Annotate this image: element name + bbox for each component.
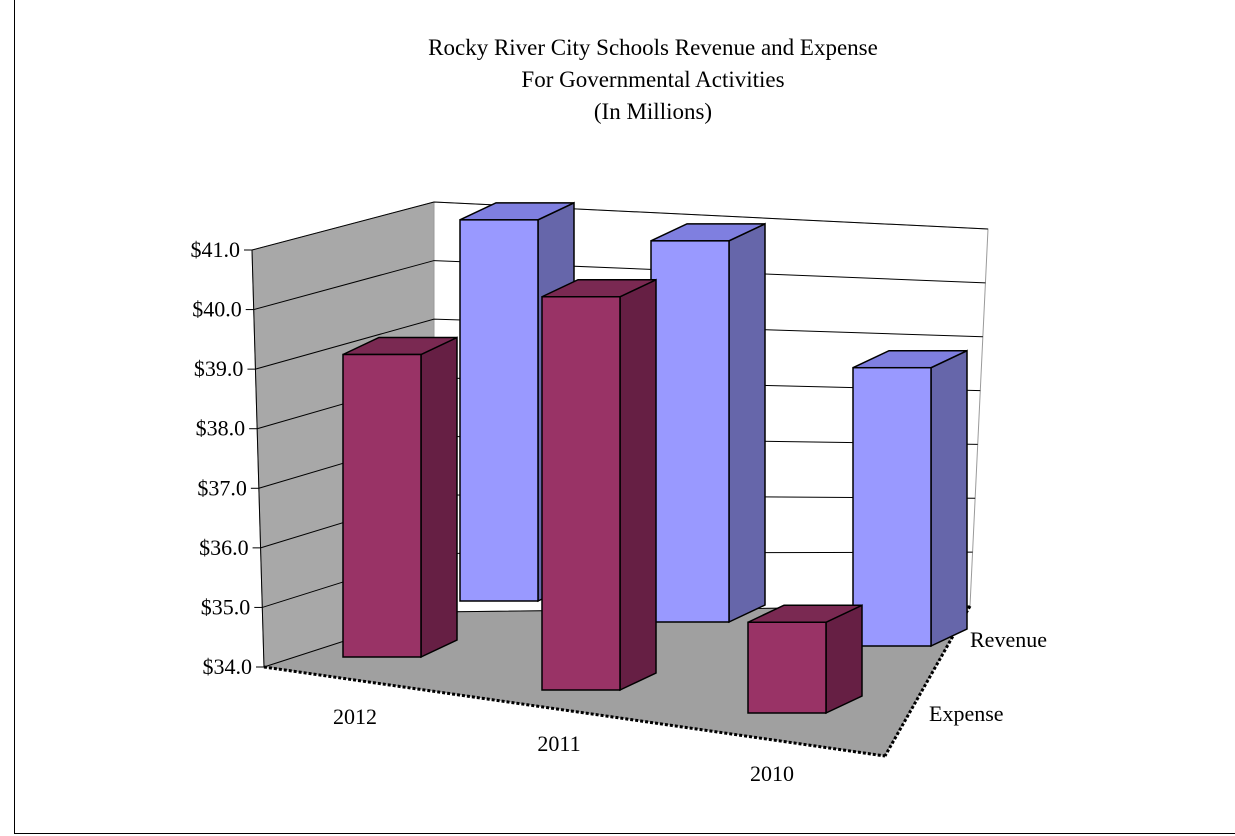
bars (342, 201, 968, 715)
series-label-expense: Expense (929, 701, 1004, 726)
y-axis-ticks: $34.0 $35.0 $36.0 $37.0 $38.0 $39.0 $40.0 $41.0 (191, 237, 264, 679)
gridline (255, 318, 983, 370)
floor-right-edge (883, 605, 972, 757)
y-tick-label: $40.0 (192, 297, 242, 322)
gridline (251, 201, 989, 251)
floor-front-edge (263, 665, 886, 758)
chart-title-line-3: (In Millions) (594, 99, 712, 124)
y-tick-label: $35.0 (201, 594, 251, 619)
bar-expense-2012 (342, 353, 422, 658)
y-axis-line (251, 249, 265, 668)
chart-title-line-1: Rocky River City Schools Revenue and Exp… (428, 35, 878, 60)
y-tick-label: $34.0 (203, 654, 253, 679)
gridline (253, 260, 986, 311)
x-tick-label-2010: 2010 (750, 761, 794, 786)
series-label-revenue: Revenue (970, 627, 1047, 652)
bar-expense-2010 (747, 621, 827, 714)
bar-side-revenue-2010 (930, 349, 968, 648)
bar-revenue-2011 (650, 240, 730, 623)
x-tick-label-2011: 2011 (537, 731, 580, 756)
y-tick-label: $37.0 (197, 475, 247, 500)
bar-side-expense-2011 (619, 278, 657, 692)
bar-expense-2011 (541, 296, 621, 691)
chart-title-line-2: For Governmental Activities (521, 67, 784, 92)
bar-revenue-2010 (852, 366, 932, 647)
x-tick-label-2012: 2012 (333, 704, 377, 729)
y-tick-label: $39.0 (194, 356, 244, 381)
bar-revenue-2012 (459, 219, 539, 602)
y-tick-label: $38.0 (196, 416, 246, 441)
bar-side-expense-2012 (420, 336, 458, 659)
bar-side-revenue-2011 (728, 222, 766, 624)
bar-side-expense-2010 (825, 604, 863, 715)
y-tick-label: $41.0 (191, 237, 241, 262)
y-tick-label: $36.0 (199, 535, 249, 560)
